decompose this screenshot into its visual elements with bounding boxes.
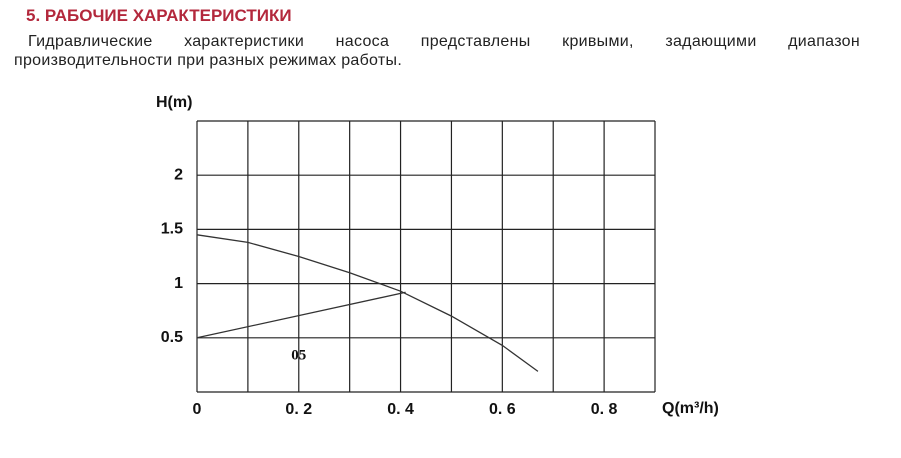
curve (196, 234, 539, 372)
y-tick-label: 0.5 (161, 329, 183, 346)
annotation: 05 (291, 348, 306, 364)
y-tick-label: 1 (174, 275, 183, 292)
paragraph: Гидравлические характеристики насоса пре… (14, 33, 860, 69)
x-tick-label: 0. 2 (285, 401, 312, 418)
y-axis-label: H(m) (156, 94, 192, 111)
x-tick-label: 0. 8 (591, 401, 618, 418)
x-axis-label: Q(m³/h) (662, 400, 719, 417)
x-tick-label: 0. 4 (387, 401, 414, 418)
y-tick-label: 2 (174, 166, 183, 183)
x-tick-label: 0. 6 (489, 401, 516, 418)
y-tick-label: 1.5 (161, 221, 183, 238)
x-tick-label: 0 (193, 401, 202, 418)
heading: 5. РАБОЧИЕ ХАРАКТЕРИСТИКИ (26, 6, 292, 25)
curve (196, 291, 406, 339)
